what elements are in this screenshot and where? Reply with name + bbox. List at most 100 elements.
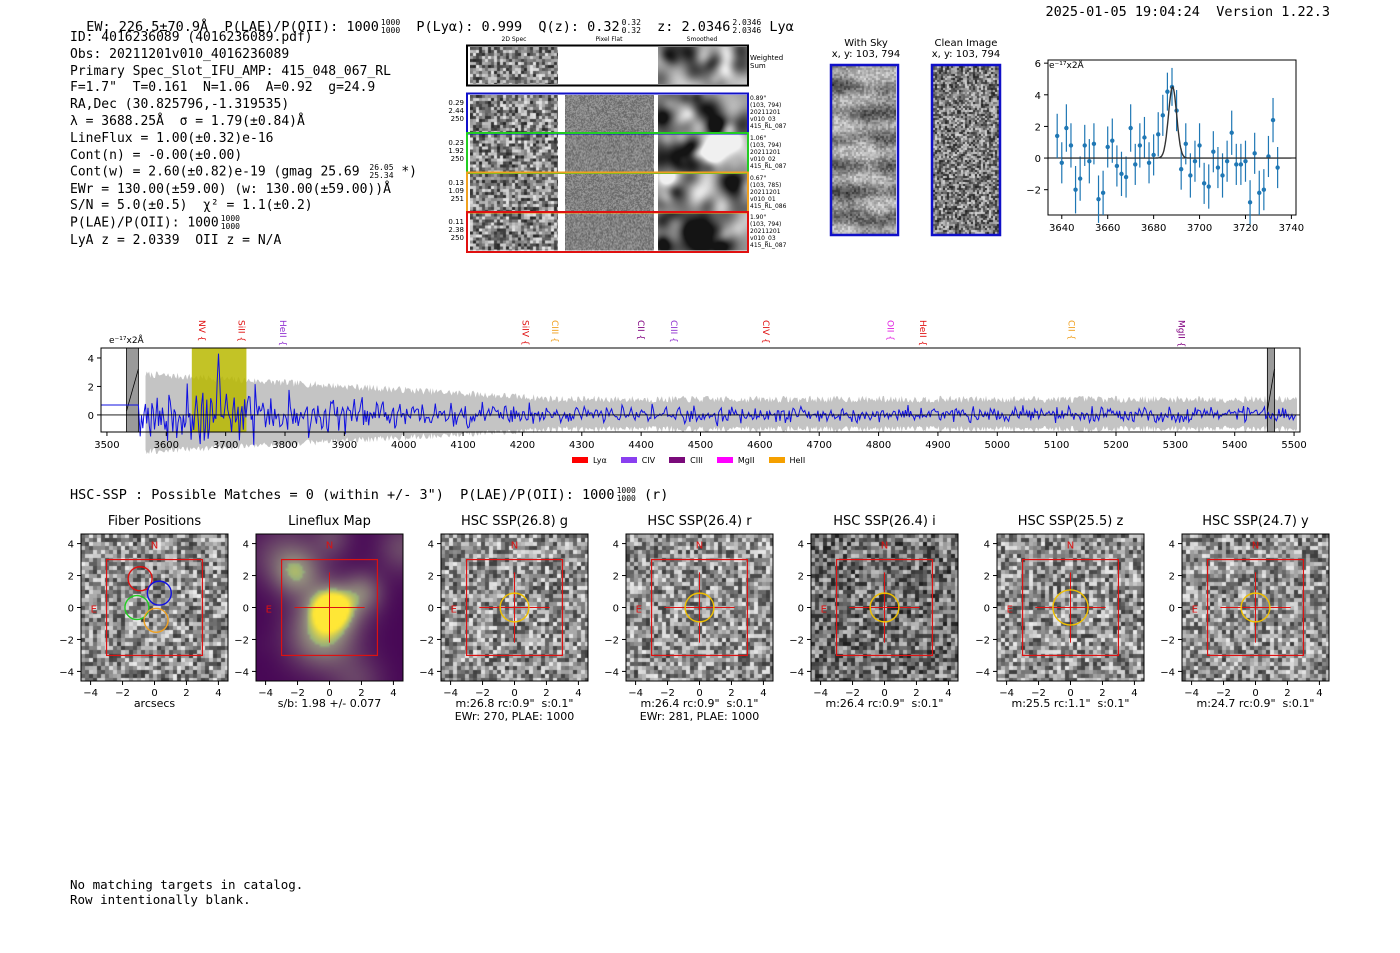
zoom-point: [1105, 144, 1110, 150]
spectrum-line-marker: OII {: [884, 320, 894, 341]
zoom-point: [1275, 165, 1280, 170]
zoom-xtick-label: 3720: [1233, 223, 1258, 234]
with-sky-noise: [832, 66, 896, 234]
spectrum-line-marker: CIII {: [668, 320, 678, 343]
panel-search-box: [465, 558, 564, 657]
panel-ytick-label: 4: [68, 540, 74, 551]
panel-image: N E −4 −4 −2 −2 0 0 2 2 4 4: [59, 533, 229, 699]
zoom-ytick-label: 4: [1035, 91, 1041, 102]
spectrum-line-marker: SiIV {: [519, 320, 529, 346]
spectrum-xtick-label: 3900: [332, 440, 357, 451]
zoom-ytick-label: 2: [1035, 122, 1041, 133]
version: Version 1.22.3: [1216, 4, 1330, 20]
panel-title: HSC SSP(26.4) r: [647, 514, 752, 529]
legend-swatch: [620, 457, 637, 463]
panel-title: Fiber Positions: [107, 514, 202, 529]
spectrum-xtick-label: 4600: [747, 440, 772, 451]
cutout-pixelflat-2: [565, 134, 654, 172]
cutout-row-frame-4: [466, 211, 749, 253]
zoom-point: [1096, 196, 1101, 202]
panel-xtick-label: 4: [390, 688, 396, 699]
cutout-row-frame-0: [466, 44, 749, 87]
info-contw: Cont(w) = 2.60(±0.82)e-19 (gmag 25.69 26…: [70, 163, 417, 181]
spectrum-xtick-label: 4100: [450, 440, 475, 451]
panel-aperture: [869, 592, 900, 623]
panel-ytick-label: 0: [68, 604, 74, 615]
panel-xtick-label: 0: [696, 688, 702, 699]
zoom-point: [1142, 135, 1147, 140]
panel-north-mark: N: [881, 540, 888, 551]
zoom-xtick-label: 3700: [1187, 223, 1212, 234]
cutout-pixelflat-4: [565, 213, 654, 251]
spectrum-xtick-label: 4400: [628, 440, 653, 451]
zoom-point: [1270, 117, 1276, 123]
info-obs: Obs: 20211201v010_4016236089: [70, 46, 290, 62]
panel-ytick-label: −4: [604, 667, 619, 678]
spectrum-xtick-label: 4500: [688, 440, 713, 451]
col-title-2dspec: 2D Spec: [501, 36, 527, 43]
spectrum-xtick-label: 3700: [213, 440, 238, 451]
panel-xtick-label: 2: [183, 688, 189, 699]
panel-xtick-label: 2: [728, 688, 734, 699]
spectrum-mask-hatch: [126, 368, 139, 412]
panel-xtick-label: 4: [1316, 688, 1322, 699]
header-qz-frac: 0.32 0.32: [621, 18, 641, 35]
panel-search-box: [280, 558, 379, 657]
panel-caption: EWr: 281, PLAE: 1000: [639, 710, 760, 723]
line-fit-zoom-plot: 3640 3660 3680 3700 3720 3740 −2 0 2 4 6: [1026, 59, 1304, 234]
panel-xtick-label: 2: [543, 688, 549, 699]
panel-ytick-label: 0: [984, 604, 990, 615]
clean-image: [933, 66, 999, 234]
panel-xtick-label: −4: [443, 688, 458, 699]
zoom-point: [1137, 143, 1143, 148]
spectrum-xtick-label: 5500: [1281, 440, 1306, 451]
panel-ytick-label: 0: [798, 604, 804, 615]
header-plae: P(LAE)/P(OII): 1000: [224, 19, 379, 35]
panel-ytick-label: −4: [975, 667, 990, 678]
col-title-smoothed: Smoothed: [686, 36, 718, 43]
panel-xtick-label: 2: [358, 688, 364, 699]
panel-ytick-label: 2: [1169, 572, 1175, 583]
fiber-position-circle: [146, 580, 172, 606]
panel-ytick-label: −2: [419, 635, 434, 646]
zoom-xtick-label: 3640: [1049, 223, 1074, 234]
panel-title: HSC SSP(26.4) i: [833, 514, 936, 529]
panel-xtick-label: −2: [660, 688, 675, 699]
panel-xtick-label: −4: [628, 688, 643, 699]
panel-xtick-label: 4: [215, 688, 221, 699]
legend-swatch: [716, 457, 733, 463]
cutout-pixels: [81, 534, 228, 681]
spectrum-xtick-label: 5100: [1044, 440, 1069, 451]
info-params: F=1.7" T=0.161 N=1.06 A=0.92 g=24.9: [70, 80, 376, 96]
zoom-point: [1238, 162, 1244, 167]
zoom-point: [1197, 143, 1202, 148]
legend-item: CIV: [620, 456, 655, 465]
panel-east-mark: E: [1007, 604, 1013, 615]
zoom-point: [1100, 190, 1106, 196]
row2-left-stats: 0.23 1.92 250: [448, 139, 464, 163]
panel-east-mark: E: [636, 604, 642, 615]
zoom-point: [1247, 200, 1253, 205]
panel-north-mark: N: [511, 540, 518, 551]
clean-image-frame: [930, 63, 1002, 237]
legend-swatch: [572, 457, 588, 463]
zoom-point: [1229, 130, 1234, 135]
zoom-xtick-label: 3740: [1279, 223, 1304, 234]
footer-notes: No matching targets in catalog. Row inte…: [70, 877, 303, 907]
spectrum-line-marker: CII {: [635, 320, 645, 340]
panel-xtick-label: −2: [1216, 688, 1231, 699]
panel-xtick-label: 0: [511, 688, 517, 699]
panel-ytick-label: −4: [419, 667, 434, 678]
panel-image: N E −4 −4 −2 −2 0 0 2 2 4 4: [234, 533, 404, 699]
panel-north-mark: N: [1067, 540, 1074, 551]
panel-aperture: [1052, 589, 1089, 626]
panel-aperture: [1240, 592, 1271, 623]
spectrum-ytick-label: 2: [88, 382, 94, 393]
zoom-point: [1128, 125, 1133, 131]
panel-xtick-label: −2: [845, 688, 860, 699]
full-spectrum-plot: 3500 3600 3700 3800 3900 4000 4100 4200 4300 4400…: [88, 320, 1307, 454]
panel-ytick-label: 2: [984, 572, 990, 583]
header-plya: P(Lyα): 0.999: [416, 19, 523, 35]
panel-xtick-label: −4: [83, 688, 98, 699]
zoom-point: [1110, 138, 1115, 143]
